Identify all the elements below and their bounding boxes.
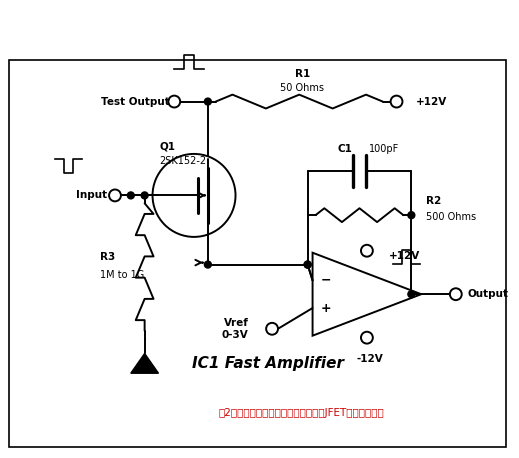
Text: 500 Ohms: 500 Ohms — [426, 212, 476, 222]
Text: Input: Input — [76, 191, 107, 201]
Circle shape — [204, 98, 211, 105]
Circle shape — [204, 261, 211, 268]
Circle shape — [168, 96, 180, 108]
Text: Output: Output — [468, 289, 509, 299]
Text: 50 Ohms: 50 Ohms — [280, 83, 324, 93]
Circle shape — [153, 154, 236, 237]
Text: +12V: +12V — [389, 251, 420, 261]
Circle shape — [450, 288, 462, 300]
Circle shape — [127, 192, 134, 199]
Circle shape — [266, 323, 278, 335]
Text: IC1 Fast Amplifier: IC1 Fast Amplifier — [192, 356, 344, 371]
Text: Q1: Q1 — [159, 141, 175, 151]
Text: +12V: +12V — [416, 97, 447, 107]
Text: C1: C1 — [337, 144, 352, 154]
Text: R1: R1 — [295, 69, 310, 79]
Text: 图2：很宽温度范围、增益稳定的快速JFET高阻抗放大器: 图2：很宽温度范围、增益稳定的快速JFET高阻抗放大器 — [218, 408, 385, 418]
Circle shape — [361, 332, 373, 344]
Text: R2: R2 — [426, 196, 442, 207]
Text: 2SK152-2: 2SK152-2 — [159, 156, 207, 166]
Circle shape — [304, 261, 311, 268]
FancyBboxPatch shape — [9, 60, 506, 447]
Circle shape — [361, 245, 373, 256]
Text: +: + — [321, 301, 332, 315]
Text: Vref
0-3V: Vref 0-3V — [222, 318, 249, 339]
Text: 100pF: 100pF — [369, 144, 399, 154]
Polygon shape — [131, 354, 158, 373]
Text: −: − — [321, 274, 332, 287]
Circle shape — [109, 190, 121, 202]
Text: 1M to 1G: 1M to 1G — [100, 270, 144, 280]
Text: -12V: -12V — [357, 354, 383, 365]
Text: R3: R3 — [100, 252, 115, 262]
Circle shape — [408, 212, 415, 218]
Circle shape — [391, 96, 402, 108]
Circle shape — [304, 261, 311, 268]
Circle shape — [141, 192, 148, 199]
Circle shape — [408, 291, 415, 298]
Text: Test Output: Test Output — [101, 97, 169, 107]
